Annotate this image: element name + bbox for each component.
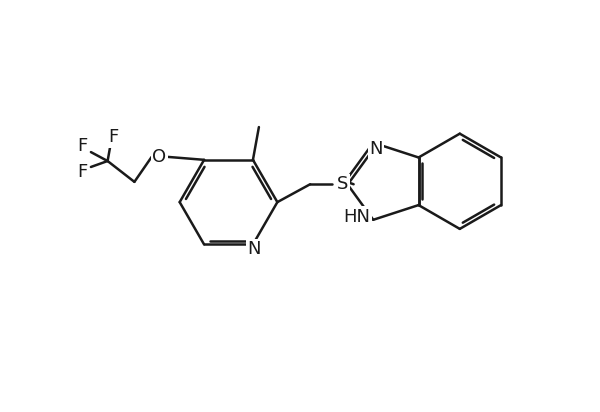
Text: F: F xyxy=(109,128,119,146)
Text: N: N xyxy=(247,240,261,258)
Text: O: O xyxy=(152,148,166,166)
Text: S: S xyxy=(337,175,349,193)
Text: HN: HN xyxy=(343,208,370,226)
Text: F: F xyxy=(77,163,88,181)
Text: F: F xyxy=(77,137,88,155)
Text: N: N xyxy=(370,140,383,158)
